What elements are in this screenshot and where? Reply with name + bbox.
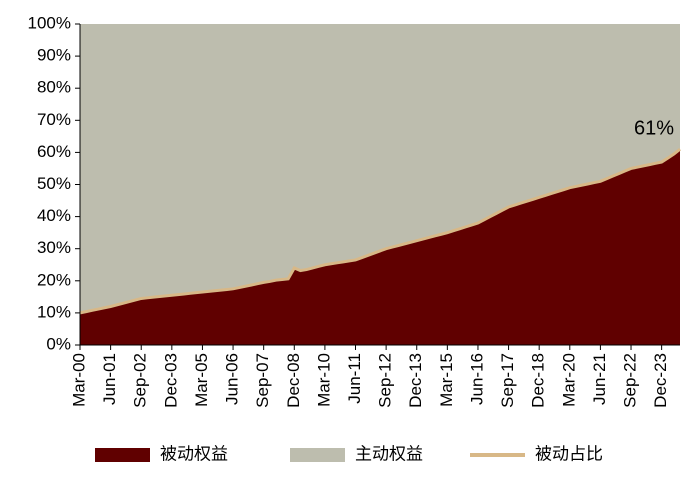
x-tick-label: Jun-11: [345, 353, 364, 404]
area: [80, 24, 680, 313]
y-tick-label: 60%: [37, 142, 71, 161]
x-tick-label: Dec-08: [284, 353, 303, 408]
y-tick-label: 0%: [46, 334, 71, 353]
x-tick-label: Jun-01: [100, 353, 119, 405]
x-tick-label: Mar-10: [314, 353, 333, 407]
y-tick-label: 80%: [37, 78, 71, 97]
y-tick-label: 30%: [37, 238, 71, 257]
x-tick-label: Dec-13: [406, 353, 425, 408]
y-tick-label: 20%: [37, 270, 71, 289]
y-tick-label: 40%: [37, 206, 71, 225]
area: [80, 149, 680, 345]
y-tick-label: 70%: [37, 110, 71, 129]
x-tick-label: Jun-21: [590, 353, 609, 405]
x-tick-label: Sep-12: [376, 353, 395, 408]
y-tick-label: 50%: [37, 174, 71, 193]
legend-label: 被动占比: [535, 444, 603, 463]
x-tick-label: Sep-02: [131, 353, 150, 408]
x-tick-label: Dec-18: [529, 353, 548, 408]
x-tick-label: Mar-05: [192, 353, 211, 407]
x-tick-label: Mar-00: [69, 353, 88, 407]
x-tick-label: Mar-20: [559, 353, 578, 407]
x-tick-label: Sep-17: [498, 353, 517, 408]
data-label: 61%: [634, 117, 674, 139]
x-tick-label: Dec-23: [651, 353, 670, 408]
x-tick-label: Jun-16: [467, 353, 486, 405]
legend-label: 被动权益: [160, 444, 228, 463]
legend-swatch: [95, 448, 150, 462]
y-tick-label: 90%: [37, 46, 71, 65]
x-tick-label: Jun-06: [223, 353, 242, 405]
share-line: [79, 148, 681, 315]
x-tick-label: Dec-03: [161, 353, 180, 408]
y-tick-label: 100%: [28, 13, 71, 32]
legend-label: 主动权益: [355, 444, 423, 463]
x-tick-label: Mar-15: [437, 353, 456, 407]
x-tick-label: Sep-22: [621, 353, 640, 408]
y-tick-label: 10%: [37, 302, 71, 321]
legend-swatch: [290, 448, 345, 462]
x-tick-label: Sep-07: [253, 353, 272, 408]
